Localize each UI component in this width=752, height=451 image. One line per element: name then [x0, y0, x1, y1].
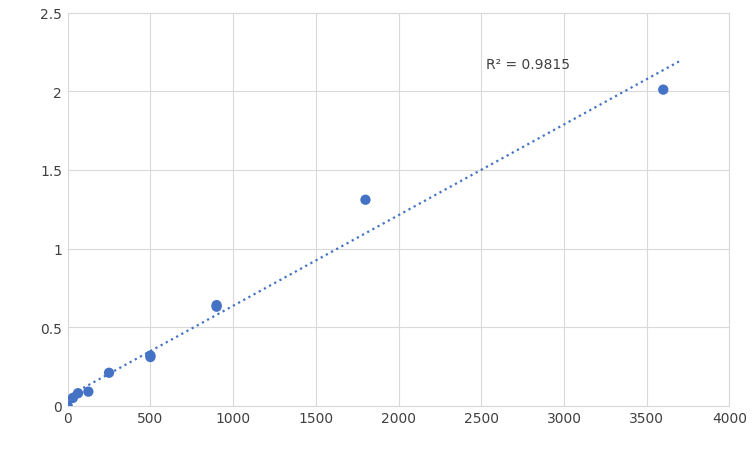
Point [211, 302, 223, 309]
Point [67, 395, 79, 402]
Point [82, 388, 94, 396]
Point [103, 369, 115, 377]
Text: R² = 0.9815: R² = 0.9815 [487, 58, 570, 72]
Point [359, 197, 371, 204]
Point [62, 402, 74, 410]
Point [144, 354, 156, 361]
Point [657, 87, 669, 94]
Point [144, 352, 156, 359]
Point [72, 390, 84, 397]
Point [211, 304, 223, 311]
